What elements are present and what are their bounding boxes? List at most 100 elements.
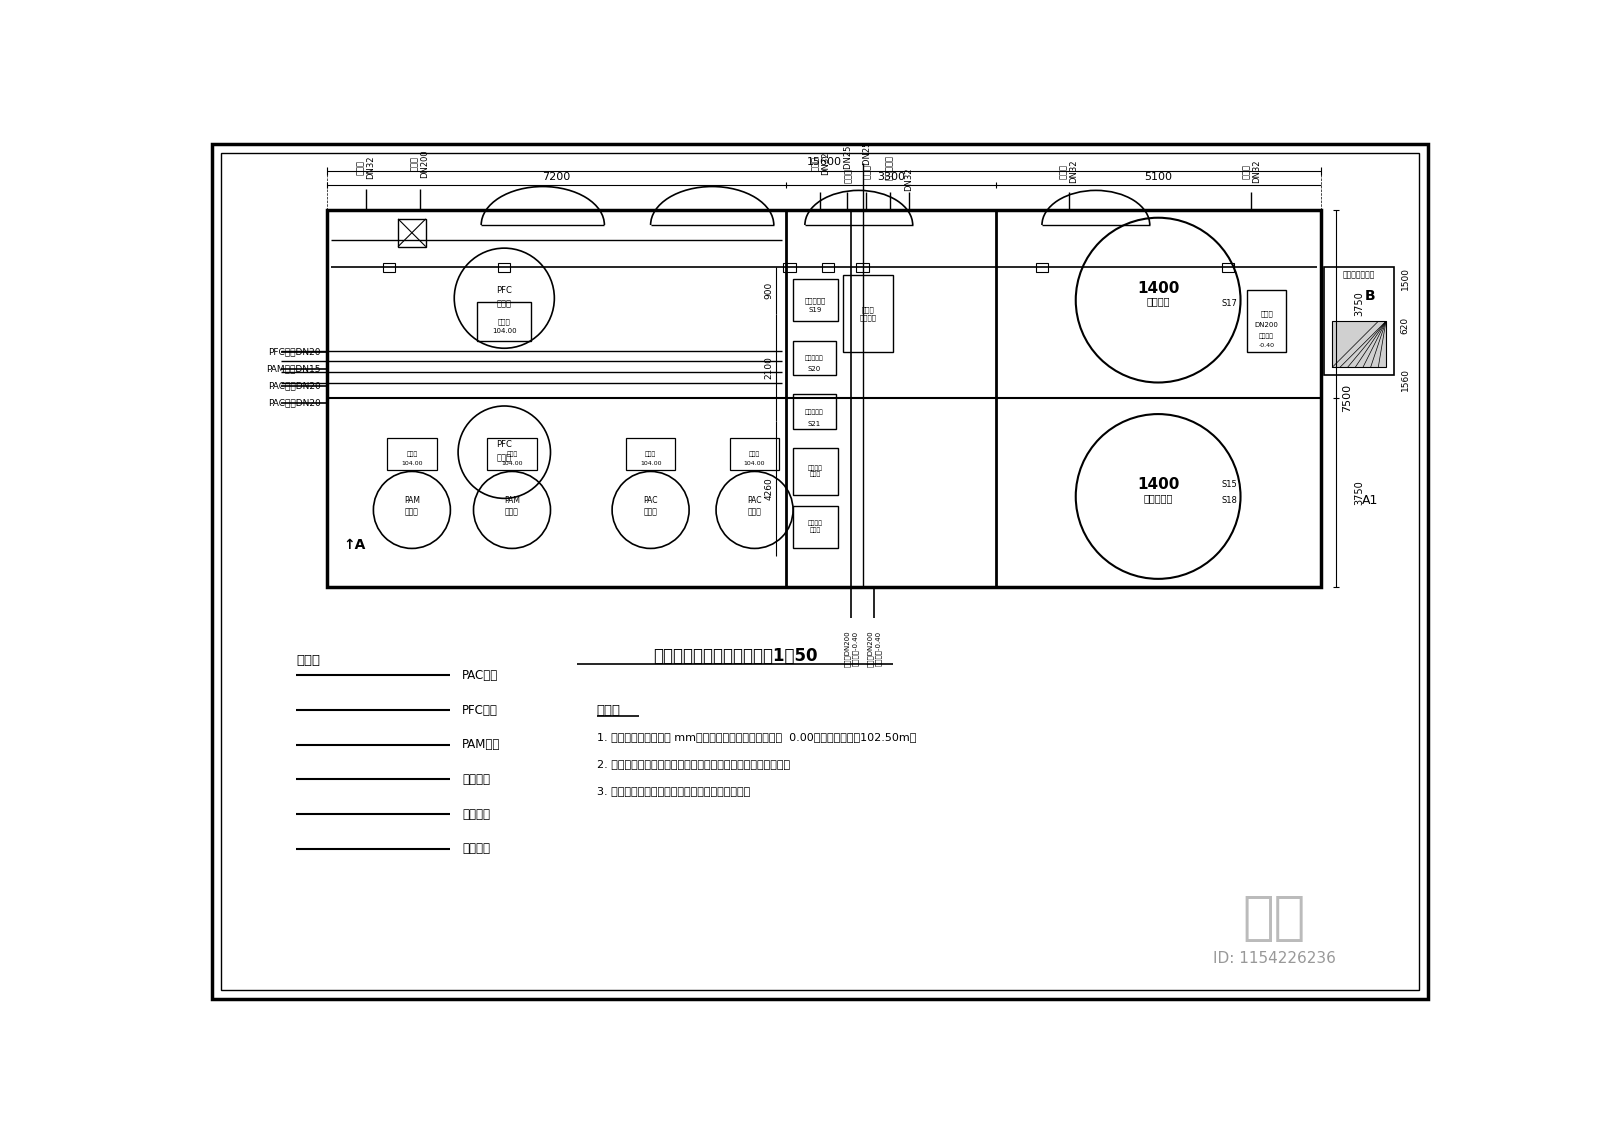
Text: S21: S21 [808,421,821,426]
Bar [477,302,531,340]
Text: 知末: 知末 [1243,892,1306,944]
Text: 前加氯DN25: 前加氯DN25 [862,140,870,179]
Text: S20: S20 [808,366,821,372]
Bar [1325,267,1394,375]
Text: PAC管线: PAC管线 [462,670,498,682]
Text: 管底标高: 管底标高 [1259,334,1274,339]
Text: 3750: 3750 [1354,292,1363,317]
Text: 7500: 7500 [1342,385,1352,413]
Text: 排水管DN200
管底标高-0.40: 排水管DN200 管底标高-0.40 [843,630,858,667]
Text: 1. 图中标注尺寸单位为 mm，标高为相对高程，室外地坪  0.00相当于绝对标高102.50m；: 1. 图中标注尺寸单位为 mm，标高为相对高程，室外地坪 0.00相当于绝对标高… [597,732,917,742]
Text: 3300: 3300 [877,172,904,182]
Text: S15: S15 [1221,481,1237,490]
Text: 排水泵: 排水泵 [1261,310,1274,317]
Text: 排水管
DN200: 排水管 DN200 [410,149,429,178]
Bar [626,438,675,469]
Text: 104.00: 104.00 [744,461,765,466]
Text: B: B [1365,290,1376,303]
Text: 104.00: 104.00 [640,461,661,466]
Bar [382,262,395,273]
Text: 1500: 1500 [1400,267,1410,291]
Bar [822,262,834,273]
Bar [856,262,869,273]
Text: 排水管线: 排水管线 [462,808,490,821]
Text: PAC: PAC [747,497,762,506]
Text: 压力表空管: 压力表空管 [885,155,894,180]
Text: 3. 图中设备安装及管线连接可根据实际情况调整。: 3. 图中设备安装及管线连接可根据实际情况调整。 [597,786,750,796]
Text: PAC管线DN20: PAC管线DN20 [269,398,322,407]
Text: 操作台: 操作台 [406,451,418,457]
Bar [730,438,779,469]
Text: 给水管线: 给水管线 [462,772,490,786]
Text: 加氯加药间管线布置平面图1：50: 加氯加药间管线布置平面图1：50 [653,647,818,665]
Text: 配置罐: 配置罐 [643,508,658,517]
Text: 说明：: 说明： [597,703,621,717]
Text: 给水管
DN32: 给水管 DN32 [811,152,830,175]
Text: 安全过滤器: 安全过滤器 [805,355,824,361]
Bar [784,262,795,273]
Text: 后加氯DN25: 后加氯DN25 [843,145,851,182]
Text: 5100: 5100 [1144,172,1173,182]
Text: DN32: DN32 [904,167,914,191]
Text: PAC管线DN20: PAC管线DN20 [269,381,322,390]
Bar [398,219,426,247]
Text: A1: A1 [1362,494,1379,507]
Text: 管例：: 管例： [296,654,320,666]
Text: 2100: 2100 [765,356,773,379]
Text: 配置罐: 配置罐 [496,454,512,463]
Text: 104.00: 104.00 [491,328,517,334]
Text: ↑A: ↑A [342,537,365,552]
Text: 余氯传感器: 余氯传感器 [805,297,826,304]
Text: PAM: PAM [504,497,520,506]
Bar [1222,262,1234,273]
Text: 上层混凝土盖板: 上层混凝土盖板 [1342,270,1374,279]
Text: 配置罐: 配置罐 [496,300,512,309]
Text: 3750: 3750 [1354,481,1363,504]
Text: 900: 900 [765,282,773,299]
Text: 配置罐: 配置罐 [506,508,518,517]
Text: PAC: PAC [643,497,658,506]
Text: 安全过滤器: 安全过滤器 [805,409,824,415]
Bar [794,448,838,494]
Bar [498,262,510,273]
Bar [794,279,838,321]
Text: 操作台: 操作台 [645,451,656,457]
Text: PAM: PAM [403,497,419,506]
Text: S18: S18 [1221,495,1237,504]
Text: S17: S17 [1221,300,1237,309]
Text: 加氯管线: 加氯管线 [462,843,490,855]
Text: 1560: 1560 [1400,368,1410,390]
Text: 氯酸钠
投加装置: 氯酸钠 投加装置 [859,307,877,321]
Bar [326,209,1320,587]
Text: 620: 620 [1400,317,1410,334]
Text: 给水管
DN32: 给水管 DN32 [1059,159,1078,183]
Text: -0.40: -0.40 [1259,344,1275,348]
Bar [1035,262,1048,273]
Text: 盐酸储罐: 盐酸储罐 [1146,296,1170,307]
Bar [387,438,437,469]
Bar [843,275,893,352]
Text: PAM管线DN15: PAM管线DN15 [267,364,322,373]
Text: 2. 设备安装及尺寸待设备招标后需由中标厂家确认后方可施工。: 2. 设备安装及尺寸待设备招标后需由中标厂家确认后方可施工。 [597,759,790,769]
Text: PFC: PFC [496,440,512,449]
Text: 操作台: 操作台 [498,318,510,325]
Text: 操作台: 操作台 [506,451,518,457]
Text: 给水管
DN32: 给水管 DN32 [357,156,376,179]
Text: 1400: 1400 [1138,477,1179,492]
Text: PFC管线DN20: PFC管线DN20 [269,347,322,356]
Text: 给水管
DN32: 给水管 DN32 [1242,159,1261,183]
Bar [794,340,835,375]
Text: 化料暂存池: 化料暂存池 [1144,493,1173,503]
Text: PAM管线: PAM管线 [462,739,501,751]
Bar [794,506,838,549]
Text: PFC管线: PFC管线 [462,703,498,717]
Text: ID: 1154226236: ID: 1154226236 [1213,951,1336,966]
Text: 7200: 7200 [542,172,571,182]
Text: 配置罐: 配置罐 [747,508,762,517]
Text: S19: S19 [810,307,822,313]
Bar [794,395,835,429]
Text: DN200: DN200 [1254,322,1278,328]
Bar [488,438,536,469]
Text: 104.00: 104.00 [402,461,422,466]
Text: 4260: 4260 [765,477,773,500]
